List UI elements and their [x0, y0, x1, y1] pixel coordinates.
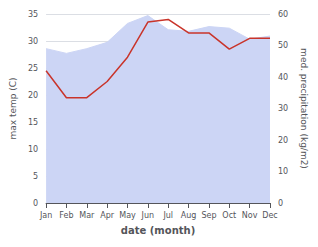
svg-text:Sep: Sep: [201, 211, 216, 220]
svg-text:Aug: Aug: [181, 211, 197, 220]
svg-text:Jan: Jan: [39, 211, 52, 220]
svg-text:50: 50: [278, 41, 288, 50]
svg-text:20: 20: [28, 91, 38, 100]
svg-text:Jun: Jun: [141, 211, 155, 220]
svg-text:30: 30: [278, 104, 288, 113]
svg-text:Apr: Apr: [100, 211, 115, 220]
svg-text:Jul: Jul: [162, 211, 173, 220]
svg-text:Feb: Feb: [59, 211, 73, 220]
svg-text:Oct: Oct: [222, 211, 236, 220]
svg-text:25: 25: [28, 64, 38, 73]
svg-text:30: 30: [28, 37, 38, 46]
svg-text:0: 0: [278, 199, 283, 208]
svg-text:20: 20: [278, 136, 288, 145]
svg-text:date (month): date (month): [121, 225, 195, 236]
svg-text:10: 10: [28, 145, 38, 154]
svg-text:med. precipitation (kg/m2): med. precipitation (kg/m2): [299, 48, 309, 169]
svg-text:35: 35: [28, 10, 38, 19]
svg-text:5: 5: [33, 172, 38, 181]
svg-text:max temp (C): max temp (C): [8, 77, 18, 139]
svg-text:40: 40: [278, 73, 288, 82]
svg-text:0: 0: [33, 199, 38, 208]
svg-text:15: 15: [28, 118, 38, 127]
svg-text:10: 10: [278, 167, 288, 176]
svg-text:Nov: Nov: [242, 211, 258, 220]
svg-text:60: 60: [278, 10, 288, 19]
svg-text:Mar: Mar: [79, 211, 95, 220]
svg-text:Dec: Dec: [262, 211, 277, 220]
svg-text:May: May: [119, 211, 136, 220]
